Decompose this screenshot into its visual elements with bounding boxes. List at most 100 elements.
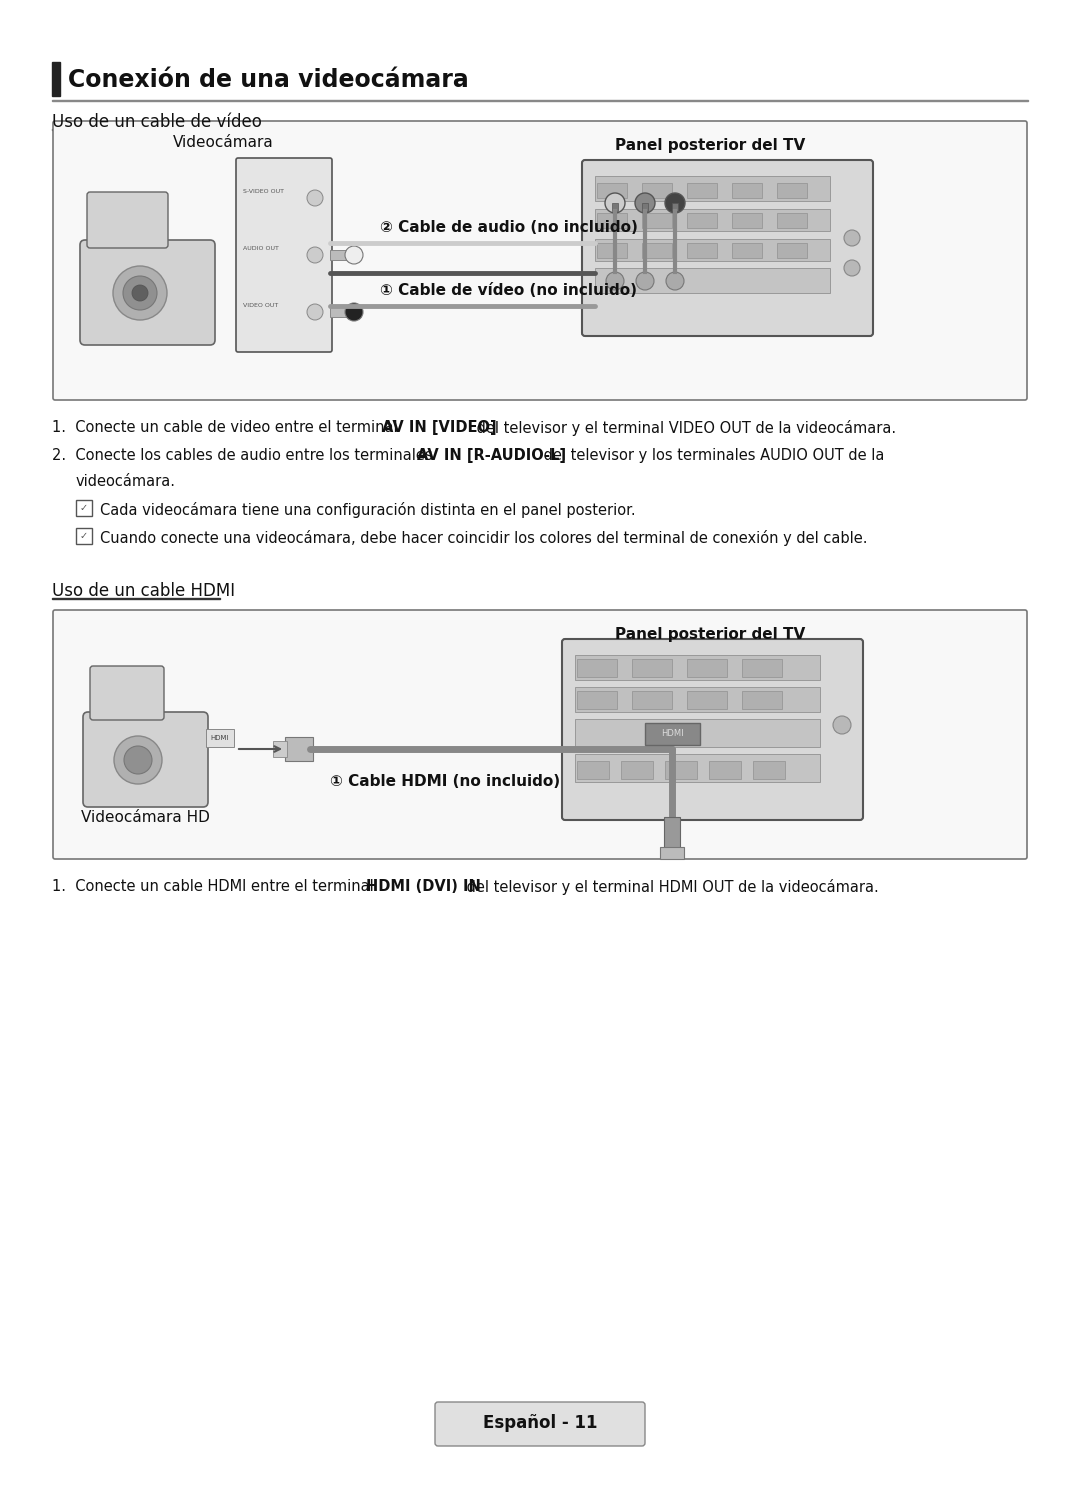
Bar (687, 243, 717, 257)
FancyBboxPatch shape (53, 121, 1027, 400)
Bar (76, 500, 92, 516)
Circle shape (605, 193, 625, 213)
Bar (285, 737, 313, 760)
Circle shape (113, 266, 167, 320)
Bar (575, 687, 820, 711)
Text: HDMI: HDMI (661, 729, 684, 738)
Circle shape (843, 231, 860, 246)
Text: Uso de un cable de vídeo: Uso de un cable de vídeo (52, 113, 261, 131)
Bar (632, 659, 672, 677)
Text: Conexión de una videocámara: Conexión de una videocámara (68, 68, 469, 92)
Text: ✓: ✓ (80, 531, 89, 542)
Bar (76, 528, 92, 545)
Text: Panel posterior del TV: Panel posterior del TV (615, 626, 805, 641)
Bar (52, 62, 60, 97)
Bar (575, 655, 820, 680)
FancyBboxPatch shape (90, 667, 164, 720)
Bar (732, 183, 762, 198)
Circle shape (636, 272, 654, 290)
Bar (642, 202, 648, 211)
Bar (575, 754, 820, 783)
Bar (660, 847, 684, 859)
Bar (687, 659, 727, 677)
Bar (52, 128, 249, 129)
Bar (708, 760, 741, 780)
Text: Uso de un cable HDMI: Uso de un cable HDMI (52, 582, 235, 600)
Circle shape (307, 247, 323, 263)
Bar (687, 213, 717, 228)
Text: HDMI (DVI) IN: HDMI (DVI) IN (366, 879, 481, 894)
Bar (672, 202, 678, 211)
Bar (595, 268, 831, 293)
Bar (206, 729, 234, 747)
Bar (732, 243, 762, 257)
Circle shape (606, 272, 624, 290)
Circle shape (635, 193, 654, 213)
Bar (577, 760, 609, 780)
Circle shape (132, 286, 148, 301)
Bar (621, 760, 653, 780)
Bar (777, 183, 807, 198)
Bar (330, 307, 350, 317)
Text: 1.  Conecte un cable de video entre el terminal: 1. Conecte un cable de video entre el te… (52, 420, 402, 434)
Circle shape (307, 304, 323, 320)
Text: 2.  Conecte los cables de audio entre los terminales: 2. Conecte los cables de audio entre los… (52, 448, 437, 463)
Text: VIDEO OUT: VIDEO OUT (243, 304, 279, 308)
Bar (777, 213, 807, 228)
Bar (330, 250, 350, 260)
Bar (577, 659, 617, 677)
Circle shape (114, 737, 162, 784)
Circle shape (833, 716, 851, 734)
Bar (664, 817, 680, 853)
Bar (777, 243, 807, 257)
Bar (665, 760, 697, 780)
Bar (595, 208, 831, 231)
Bar (642, 243, 672, 257)
Text: del televisor y los terminales AUDIO OUT de la: del televisor y los terminales AUDIO OUT… (539, 448, 885, 463)
Text: Cada videocámara tiene una configuración distinta en el panel posterior.: Cada videocámara tiene una configuración… (100, 501, 636, 518)
Bar (575, 719, 820, 747)
FancyBboxPatch shape (87, 192, 168, 248)
FancyBboxPatch shape (435, 1402, 645, 1446)
FancyBboxPatch shape (80, 240, 215, 345)
Text: Videocámara HD: Videocámara HD (81, 809, 210, 824)
Bar (597, 183, 627, 198)
Text: ② Cable de audio (no incluido): ② Cable de audio (no incluido) (380, 220, 638, 235)
Circle shape (665, 193, 685, 213)
Text: HDMI: HDMI (211, 735, 229, 741)
Text: AUDIO OUT: AUDIO OUT (243, 246, 279, 251)
Circle shape (345, 304, 363, 321)
Bar (273, 741, 287, 757)
Bar (687, 183, 717, 198)
Circle shape (123, 275, 157, 310)
Bar (612, 202, 618, 211)
Text: AV IN [VIDEO]: AV IN [VIDEO] (382, 420, 497, 434)
Bar (597, 243, 627, 257)
Circle shape (666, 272, 684, 290)
Bar (52, 598, 220, 600)
Bar (753, 760, 785, 780)
Bar (687, 690, 727, 708)
Circle shape (843, 260, 860, 275)
Text: ✓: ✓ (80, 503, 89, 513)
FancyBboxPatch shape (83, 711, 208, 806)
Text: Panel posterior del TV: Panel posterior del TV (615, 138, 805, 153)
Text: Español - 11: Español - 11 (483, 1414, 597, 1431)
Bar (732, 213, 762, 228)
Text: videocámara.: videocámara. (76, 475, 176, 490)
Bar (645, 723, 700, 745)
Text: Cuando conecte una videocámara, debe hacer coincidir los colores del terminal de: Cuando conecte una videocámara, debe hac… (100, 530, 867, 546)
Text: del televisor y el terminal HDMI OUT de la videocámara.: del televisor y el terminal HDMI OUT de … (462, 879, 879, 894)
Bar (597, 213, 627, 228)
Text: S-VIDEO OUT: S-VIDEO OUT (243, 189, 284, 193)
Bar (52, 100, 1028, 101)
Circle shape (307, 190, 323, 205)
Circle shape (124, 745, 152, 774)
Text: Videocámara: Videocámara (173, 135, 273, 150)
Text: del televisor y el terminal VIDEO OUT de la videocámara.: del televisor y el terminal VIDEO OUT de… (472, 420, 896, 436)
FancyBboxPatch shape (237, 158, 332, 353)
Text: AV IN [R-AUDIO-L]: AV IN [R-AUDIO-L] (417, 448, 566, 463)
Bar (595, 240, 831, 260)
Bar (595, 176, 831, 201)
Text: ① Cable de vídeo (no incluido): ① Cable de vídeo (no incluido) (380, 283, 637, 298)
